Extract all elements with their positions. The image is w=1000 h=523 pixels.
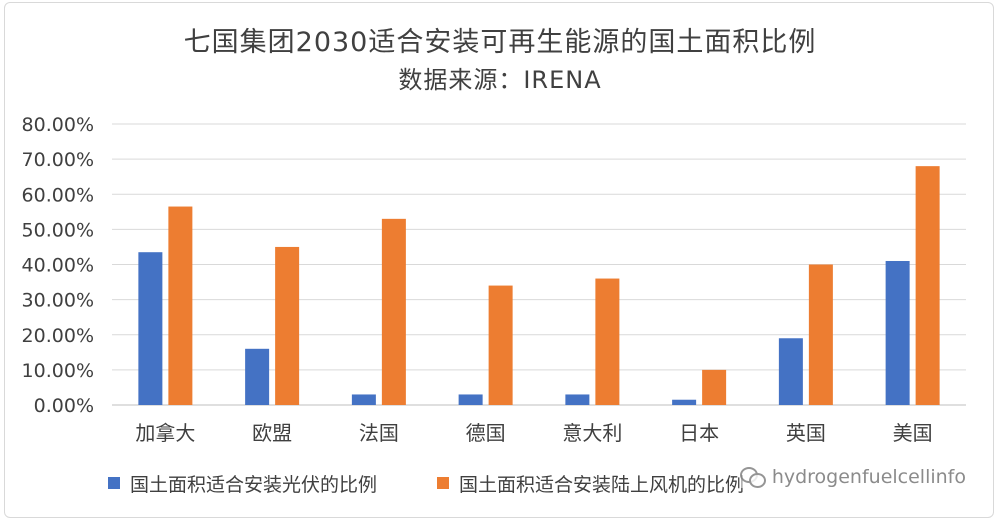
- bar-pv: [351, 394, 376, 405]
- y-tick-label: 40.00%: [22, 255, 94, 277]
- x-tick-label: 德国: [466, 421, 506, 445]
- x-tick-label: 意大利: [562, 421, 622, 445]
- bar-wind: [595, 278, 620, 405]
- y-tick-label: 80.00%: [22, 114, 94, 136]
- y-tick-label: 70.00%: [22, 149, 94, 171]
- y-tick-label: 60.00%: [22, 184, 94, 206]
- bar-wind: [381, 218, 406, 405]
- y-tick-label: 0.00%: [34, 395, 94, 417]
- x-tick-label: 法国: [359, 421, 399, 445]
- chart-frame: [4, 2, 994, 518]
- bar-wind: [915, 166, 940, 405]
- y-tick-label: 30.00%: [22, 290, 94, 312]
- bar-wind: [168, 206, 193, 405]
- bar-wind: [808, 264, 833, 405]
- bar-pv: [672, 399, 697, 405]
- y-tick-label: 10.00%: [22, 360, 94, 382]
- bar-pv: [778, 338, 803, 405]
- y-tick-label: 20.00%: [22, 325, 94, 347]
- chart-subtitle: 数据来源：IRENA: [398, 66, 602, 94]
- bar-pv: [138, 252, 163, 405]
- x-tick-label: 加拿大: [135, 421, 195, 445]
- watermark-text: hydrogenfuelcellinfo: [771, 466, 966, 488]
- y-tick-label: 50.00%: [22, 219, 94, 241]
- bar-pv: [458, 394, 483, 405]
- x-tick-label: 美国: [893, 421, 933, 445]
- chart-legend: 国土面积适合安装光伏的比例 国土面积适合安装陆上风机的比例: [108, 470, 804, 496]
- bar-pv: [885, 260, 910, 405]
- chart-title: 七国集团2030适合安装可再生能源的国土面积比例: [183, 27, 817, 58]
- legend-item-wind: 国土面积适合安装陆上风机的比例: [437, 470, 744, 497]
- bar-wind: [702, 369, 727, 405]
- watermark: hydrogenfuelcellinfo: [739, 466, 966, 488]
- bar-pv: [245, 348, 270, 405]
- bar-pv: [565, 394, 590, 405]
- legend-item-pv: 国土面积适合安装光伏的比例: [108, 470, 377, 497]
- legend-label-pv: 国土面积适合安装光伏的比例: [130, 473, 378, 496]
- x-tick-label: 日本: [679, 421, 719, 445]
- legend-swatch-pv: [108, 477, 120, 489]
- bar-wind: [488, 285, 513, 405]
- x-tick-label: 英国: [786, 421, 826, 445]
- x-tick-label: 欧盟: [252, 421, 292, 445]
- legend-swatch-wind: [437, 477, 450, 489]
- wechat-icon: [739, 467, 766, 488]
- legend-label-wind: 国土面积适合安装陆上风机的比例: [459, 473, 745, 496]
- bar-wind: [275, 246, 300, 405]
